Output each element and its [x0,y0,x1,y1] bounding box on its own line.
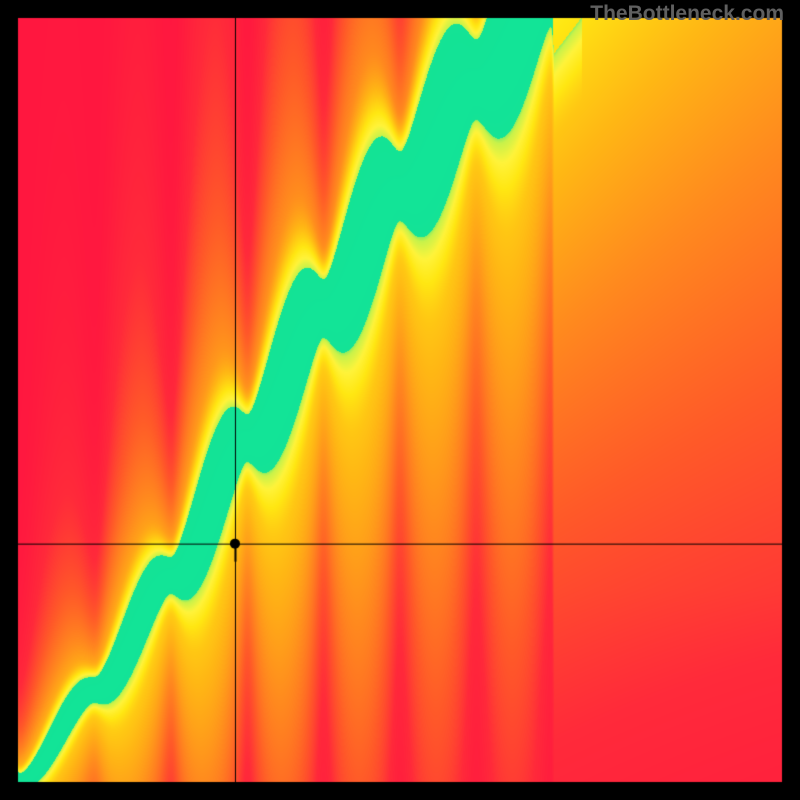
chart-container: TheBottleneck.com [0,0,800,800]
heatmap-canvas [0,0,800,800]
watermark-text: TheBottleneck.com [590,2,784,26]
